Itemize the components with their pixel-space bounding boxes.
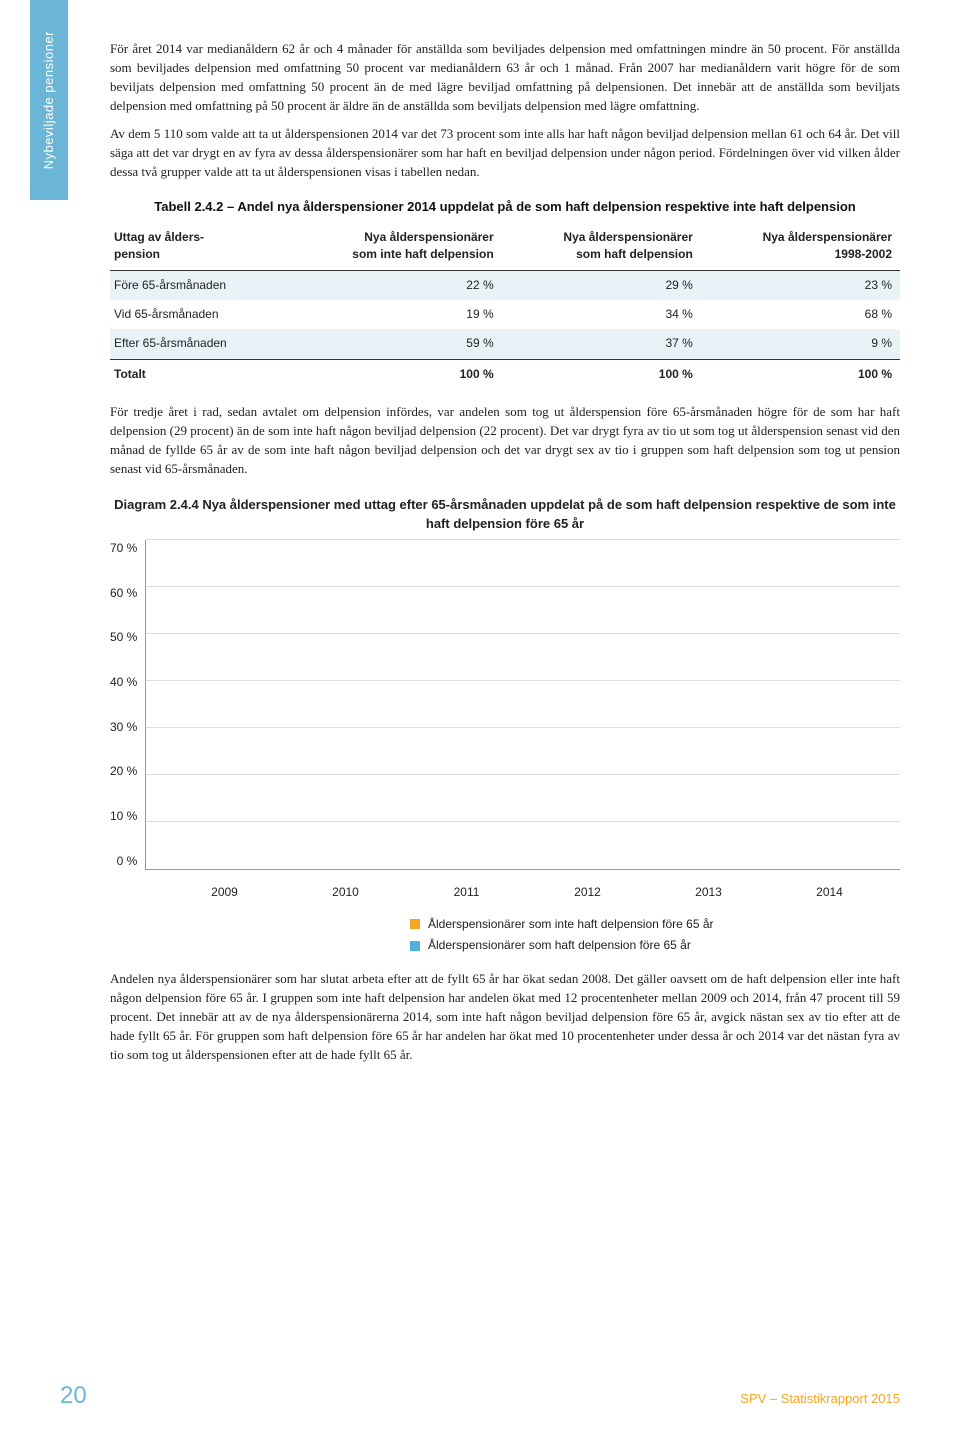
x-tick-label: 2014 <box>785 884 875 901</box>
gridline <box>146 821 900 822</box>
page-footer: 20 SPV – Statistikrapport 2015 <box>60 1379 900 1414</box>
gridline <box>146 680 900 681</box>
y-tick-label: 10 % <box>110 808 137 825</box>
gridline <box>146 539 900 540</box>
table-cell: 23 % <box>701 270 900 300</box>
table-cell: 100 % <box>286 359 502 389</box>
chart-plot-area <box>145 540 900 870</box>
y-axis-labels: 70 % 60 % 50 % 40 % 30 % 20 % 10 % 0 % <box>110 540 145 870</box>
x-tick-label: 2009 <box>180 884 270 901</box>
table-cell: 100 % <box>701 359 900 389</box>
table-cell: 22 % <box>286 270 502 300</box>
paragraph-4: Andelen nya ålderspensionärer som har sl… <box>110 970 900 1064</box>
report-name: SPV – Statistikrapport 2015 <box>740 1390 900 1409</box>
y-tick-label: 30 % <box>110 719 137 736</box>
gridline <box>146 633 900 634</box>
gridline <box>146 586 900 587</box>
x-tick-label: 2013 <box>664 884 754 901</box>
col-header: Nya ålderspensionärersom inte haft delpe… <box>286 223 502 270</box>
table-cell: 68 % <box>701 300 900 329</box>
gridline <box>146 727 900 728</box>
paragraph-1: För året 2014 var medianåldern 62 år och… <box>110 40 900 115</box>
table-cell: Vid 65-årsmånaden <box>110 300 286 329</box>
y-tick-label: 70 % <box>110 540 137 557</box>
y-tick-label: 60 % <box>110 585 137 602</box>
y-tick-label: 20 % <box>110 763 137 780</box>
table-cell: 37 % <box>502 329 701 359</box>
table-cell: 29 % <box>502 270 701 300</box>
table-row: Vid 65-årsmånaden19 %34 %68 % <box>110 300 900 329</box>
side-tab-label: Nybeviljade pensioner <box>40 31 59 169</box>
table-title: Tabell 2.4.2 – Andel nya ålderspensioner… <box>110 198 900 217</box>
table-cell: Totalt <box>110 359 286 389</box>
x-tick-label: 2011 <box>422 884 512 901</box>
legend-item: Ålderspensionärer som inte haft delpensi… <box>410 916 900 933</box>
legend-label: Ålderspensionärer som inte haft delpensi… <box>428 916 714 933</box>
x-axis-labels: 2009 2010 2011 2012 2013 2014 <box>154 878 900 901</box>
data-table: Uttag av ålders-pension Nya ålderspensio… <box>110 223 900 389</box>
legend-swatch <box>410 919 420 929</box>
legend-item: Ålderspensionärer som haft delpension fö… <box>410 937 900 954</box>
table-cell: 34 % <box>502 300 701 329</box>
col-header: Nya ålderspensionärer1998-2002 <box>701 223 900 270</box>
table-cell: 9 % <box>701 329 900 359</box>
y-tick-label: 50 % <box>110 629 137 646</box>
table-row: Efter 65-årsmånaden59 %37 %9 % <box>110 329 900 359</box>
table-cell: 19 % <box>286 300 502 329</box>
page-number: 20 <box>60 1379 87 1414</box>
bar-chart: 70 % 60 % 50 % 40 % 30 % 20 % 10 % 0 % <box>110 540 900 870</box>
y-tick-label: 0 % <box>117 853 138 870</box>
side-tab: Nybeviljade pensioner <box>30 0 68 200</box>
x-tick-label: 2010 <box>301 884 391 901</box>
col-header: Nya ålderspensionärersom haft delpension <box>502 223 701 270</box>
paragraph-3: För tredje året i rad, sedan avtalet om … <box>110 403 900 478</box>
chart-title: Diagram 2.4.4 Nya ålderspensioner med ut… <box>110 496 900 534</box>
chart-bars <box>146 540 900 869</box>
legend-swatch <box>410 941 420 951</box>
table-row: Före 65-årsmånaden22 %29 %23 % <box>110 270 900 300</box>
table-cell: Före 65-årsmånaden <box>110 270 286 300</box>
table-cell: 100 % <box>502 359 701 389</box>
legend-label: Ålderspensionärer som haft delpension fö… <box>428 937 691 954</box>
gridline <box>146 774 900 775</box>
col-header: Uttag av ålders-pension <box>110 223 286 270</box>
y-tick-label: 40 % <box>110 674 137 691</box>
table-cell: Efter 65-årsmånaden <box>110 329 286 359</box>
chart-legend: Ålderspensionärer som inte haft delpensi… <box>110 916 900 955</box>
table-total-row: Totalt100 %100 %100 % <box>110 359 900 389</box>
paragraph-2: Av dem 5 110 som valde att ta ut åldersp… <box>110 125 900 182</box>
table-cell: 59 % <box>286 329 502 359</box>
x-tick-label: 2012 <box>543 884 633 901</box>
